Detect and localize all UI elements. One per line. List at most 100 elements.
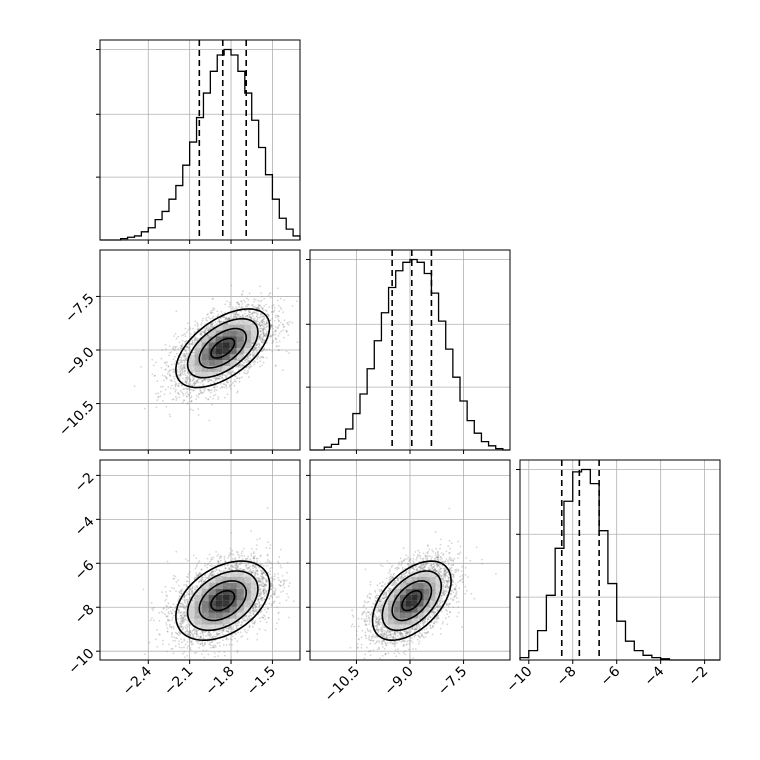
density-cell [236, 354, 244, 360]
sample-point [202, 317, 205, 320]
sample-point [185, 377, 188, 379]
sample-point [258, 335, 261, 338]
density-cell [187, 365, 195, 372]
sample-point [279, 306, 282, 309]
sample-point [217, 398, 220, 400]
sample-point [213, 386, 216, 388]
sample-point [196, 339, 199, 341]
sample-point [180, 345, 183, 348]
sample-point [322, 316, 324, 318]
sample-point [282, 326, 285, 328]
sample-point [195, 382, 198, 384]
sample-point [198, 571, 201, 574]
sample-point [254, 319, 257, 322]
sample-point [210, 326, 213, 329]
sample-point [262, 333, 265, 335]
sample-point [255, 349, 258, 352]
sample-point [211, 322, 214, 325]
sample-point [179, 370, 181, 373]
sample-point [272, 310, 275, 313]
sample-point [248, 313, 251, 316]
sample-point [204, 329, 207, 331]
sample-point [209, 327, 211, 329]
sample-point [181, 391, 183, 394]
sample-point [197, 393, 200, 395]
sample-point [245, 315, 247, 318]
sample-point [218, 377, 221, 380]
sample-point [259, 300, 262, 303]
sample-point [177, 392, 180, 395]
sample-point [252, 552, 255, 555]
sample-point [275, 330, 277, 333]
sample-point [235, 301, 238, 304]
sample-point [233, 316, 236, 319]
sample-point [275, 345, 278, 348]
sample-point [184, 340, 187, 343]
sample-point [250, 312, 253, 315]
sample-point [245, 614, 248, 617]
sample-point [202, 388, 205, 390]
sample-point [216, 633, 219, 636]
sample-point [214, 388, 216, 391]
sample-point [175, 352, 178, 355]
sample-point [193, 377, 196, 380]
density-cell [201, 354, 209, 360]
sample-point [263, 328, 265, 331]
sample-point [239, 310, 242, 313]
sample-point [251, 304, 253, 307]
sample-point [195, 557, 198, 560]
sample-point [199, 392, 202, 395]
sample-point [170, 626, 173, 629]
sample-point [273, 600, 275, 603]
sample-point [250, 344, 253, 346]
sample-point [265, 326, 267, 329]
sample-point [172, 371, 175, 374]
sample-point [247, 357, 250, 360]
sample-point [195, 640, 198, 643]
histogram-panel-p2 [516, 459, 721, 661]
sample-point [247, 310, 250, 312]
sample-point [207, 398, 210, 401]
sample-point [174, 355, 176, 358]
sample-point [183, 353, 185, 356]
sample-point [257, 581, 260, 583]
sample-point [235, 563, 238, 565]
sample-point [179, 373, 182, 376]
sample-point [208, 419, 211, 422]
sample-point [259, 555, 262, 558]
sample-point [201, 632, 204, 635]
sample-point [157, 396, 160, 399]
sample-point [281, 369, 284, 371]
sample-point [169, 374, 172, 377]
sample-point [198, 327, 200, 330]
sample-point [171, 380, 174, 383]
sample-point [207, 380, 210, 382]
sample-point [262, 331, 265, 334]
sample-point [262, 572, 265, 574]
sample-point [194, 338, 197, 341]
sample-point [199, 389, 202, 392]
sample-point [269, 319, 272, 321]
density-cell [236, 336, 244, 343]
sample-point [218, 320, 221, 323]
sample-point [187, 346, 190, 349]
sample-point [187, 371, 189, 374]
sample-point [266, 325, 268, 327]
sample-point [216, 322, 219, 325]
sample-point [213, 564, 216, 567]
sample-point [183, 360, 186, 362]
sample-point [230, 383, 233, 386]
sample-point [262, 342, 264, 344]
sample-point [182, 388, 185, 390]
sample-point [266, 322, 268, 325]
sample-point [215, 377, 218, 379]
sample-point [188, 393, 190, 396]
sample-point [236, 301, 239, 304]
sample-point [185, 395, 188, 397]
sample-point [254, 572, 257, 575]
sample-point [171, 619, 174, 621]
sample-point [208, 328, 211, 331]
sample-point [262, 338, 264, 340]
sample-point [185, 353, 188, 356]
sample-point [180, 364, 183, 366]
